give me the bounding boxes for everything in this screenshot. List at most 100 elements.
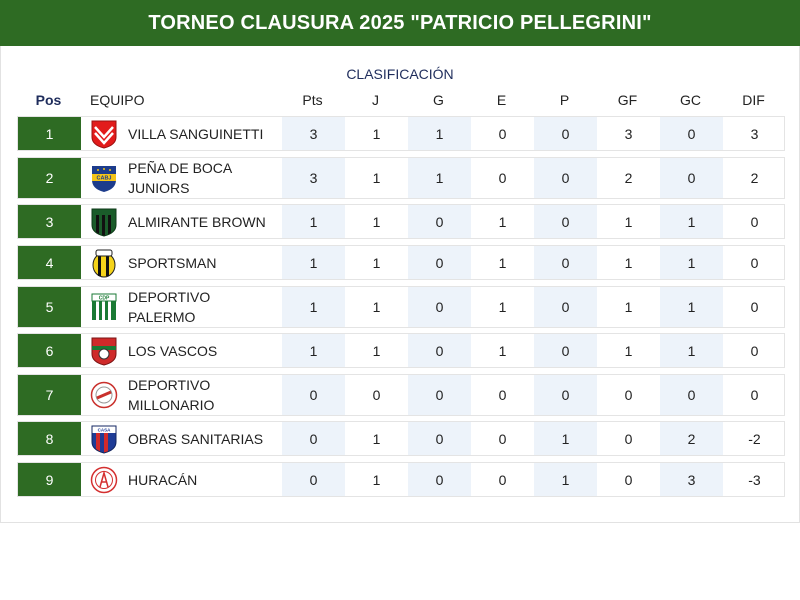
col-header-pts: Pts bbox=[302, 92, 323, 108]
p-cell: 1 bbox=[534, 422, 597, 455]
table-row: 8 CASA OBRAS SANITARIAS 0 1 0 0 1 0 2 -2 bbox=[17, 421, 785, 456]
pts-cell: 3 bbox=[282, 158, 345, 198]
e-cell: 1 bbox=[498, 254, 507, 271]
col-header-j: J bbox=[372, 92, 379, 108]
position-cell: 7 bbox=[18, 375, 81, 415]
team-name: DEPORTIVO PALERMO bbox=[128, 289, 211, 325]
boca-juniors-crest-icon: CABJ bbox=[90, 163, 118, 193]
dif-cell: 2 bbox=[750, 170, 759, 186]
gc-cell: 3 bbox=[660, 463, 723, 496]
p-cell: 0 bbox=[534, 246, 597, 279]
team-name: HURACÁN bbox=[128, 471, 198, 488]
deportivo-palermo-crest-icon: CDP bbox=[90, 292, 118, 322]
gf-cell: 1 bbox=[624, 213, 633, 230]
j-cell: 1 bbox=[372, 213, 381, 230]
p-cell: 0 bbox=[534, 287, 597, 327]
position-cell: 1 bbox=[18, 117, 81, 150]
g-cell: 1 bbox=[408, 158, 471, 198]
position-cell: 3 bbox=[18, 205, 81, 238]
svg-text:CASA: CASA bbox=[98, 427, 112, 432]
gf-cell: 0 bbox=[624, 430, 633, 447]
sportsman-crest-icon bbox=[90, 248, 118, 278]
position-cell: 9 bbox=[18, 463, 81, 496]
position-cell: 8 bbox=[18, 422, 81, 455]
svg-text:CABJ: CABJ bbox=[97, 176, 112, 182]
pts-cell: 1 bbox=[282, 205, 345, 238]
gf-cell: 2 bbox=[624, 170, 633, 186]
tournament-title: TORNEO CLAUSURA 2025 "PATRICIO PELLEGRIN… bbox=[148, 11, 652, 34]
e-cell: 0 bbox=[498, 471, 507, 488]
dif-cell: 0 bbox=[750, 213, 759, 230]
j-cell: 0 bbox=[372, 387, 381, 403]
obras-sanitarias-crest-icon: CASA bbox=[90, 424, 118, 454]
team-name: VILLA SANGUINETTI bbox=[128, 125, 264, 142]
p-cell: 0 bbox=[534, 205, 597, 238]
gc-cell: 2 bbox=[660, 422, 723, 455]
col-header-gc: GC bbox=[680, 92, 701, 108]
table-row: 4 SPORTSMAN 1 1 0 1 0 1 1 0 bbox=[17, 245, 785, 280]
team-name: OBRAS SANITARIAS bbox=[128, 430, 264, 447]
col-header-g: G bbox=[433, 92, 444, 108]
pts-cell: 0 bbox=[282, 375, 345, 415]
col-header-e: E bbox=[496, 92, 507, 108]
gc-cell: 1 bbox=[660, 205, 723, 238]
j-cell: 1 bbox=[372, 430, 381, 447]
table-row: 5 CDP DEPORTIVO PALERMO 1 1 0 1 0 1 1 0 bbox=[17, 286, 785, 328]
gc-cell: 1 bbox=[660, 246, 723, 279]
col-header-team: EQUIPO bbox=[90, 92, 145, 108]
col-header-gf: GF bbox=[617, 92, 638, 108]
p-cell: 0 bbox=[534, 117, 597, 150]
position-cell: 6 bbox=[18, 334, 81, 367]
table-header: Pos EQUIPO Pts J G E P GF GC DIF bbox=[17, 92, 785, 110]
los-vascos-crest-icon bbox=[90, 336, 118, 366]
deportivo-millonario-crest-icon bbox=[90, 380, 118, 410]
position-cell: 4 bbox=[18, 246, 81, 279]
gc-cell: 0 bbox=[660, 375, 723, 415]
gf-cell: 0 bbox=[624, 387, 633, 403]
col-header-p: P bbox=[559, 92, 570, 108]
dif-cell: 3 bbox=[750, 125, 759, 142]
team-name: ALMIRANTE BROWN bbox=[128, 213, 266, 230]
col-header-pos: Pos bbox=[35, 92, 62, 108]
pts-cell: 1 bbox=[282, 334, 345, 367]
gc-cell: 0 bbox=[660, 158, 723, 198]
gc-cell: 0 bbox=[660, 117, 723, 150]
page-header: TORNEO CLAUSURA 2025 "PATRICIO PELLEGRIN… bbox=[0, 0, 800, 46]
villa-sanguinetti-crest-icon bbox=[90, 119, 118, 149]
g-cell: 0 bbox=[408, 205, 471, 238]
dif-cell: 0 bbox=[750, 342, 759, 359]
pts-cell: 1 bbox=[282, 246, 345, 279]
team-name: SPORTSMAN bbox=[128, 254, 217, 271]
svg-text:CDP: CDP bbox=[99, 296, 110, 302]
j-cell: 1 bbox=[372, 342, 381, 359]
team-name: LOS VASCOS bbox=[128, 342, 218, 359]
table-row: 1 VILLA SANGUINETTI 3 1 1 0 0 3 0 3 bbox=[17, 116, 785, 151]
g-cell: 0 bbox=[408, 463, 471, 496]
team-name: PEÑA DE BOCA JUNIORS bbox=[128, 160, 232, 196]
g-cell: 0 bbox=[408, 375, 471, 415]
almirante-brown-crest-icon bbox=[90, 207, 118, 237]
table-row: 6 LOS VASCOS 1 1 0 1 0 1 1 0 bbox=[17, 333, 785, 368]
huracan-crest-icon bbox=[90, 465, 118, 495]
gf-cell: 1 bbox=[624, 342, 633, 359]
j-cell: 1 bbox=[372, 125, 381, 142]
j-cell: 1 bbox=[372, 471, 381, 488]
team-name: DEPORTIVO MILLONARIO bbox=[128, 377, 215, 413]
g-cell: 1 bbox=[408, 117, 471, 150]
e-cell: 0 bbox=[498, 387, 507, 403]
table-row: 3 ALMIRANTE BROWN 1 1 0 1 0 1 1 0 bbox=[17, 204, 785, 239]
e-cell: 1 bbox=[498, 299, 507, 315]
gf-cell: 3 bbox=[624, 125, 633, 142]
gf-cell: 1 bbox=[624, 254, 633, 271]
gf-cell: 0 bbox=[624, 471, 633, 488]
table-row: 7 DEPORTIVO MILLONARIO 0 0 0 0 0 0 0 0 bbox=[17, 374, 785, 416]
dif-cell: -2 bbox=[748, 430, 761, 447]
j-cell: 1 bbox=[372, 254, 381, 271]
p-cell: 0 bbox=[534, 158, 597, 198]
g-cell: 0 bbox=[408, 287, 471, 327]
g-cell: 0 bbox=[408, 246, 471, 279]
position-cell: 2 bbox=[18, 158, 81, 198]
pts-cell: 1 bbox=[282, 287, 345, 327]
gc-cell: 1 bbox=[660, 287, 723, 327]
p-cell: 0 bbox=[534, 334, 597, 367]
